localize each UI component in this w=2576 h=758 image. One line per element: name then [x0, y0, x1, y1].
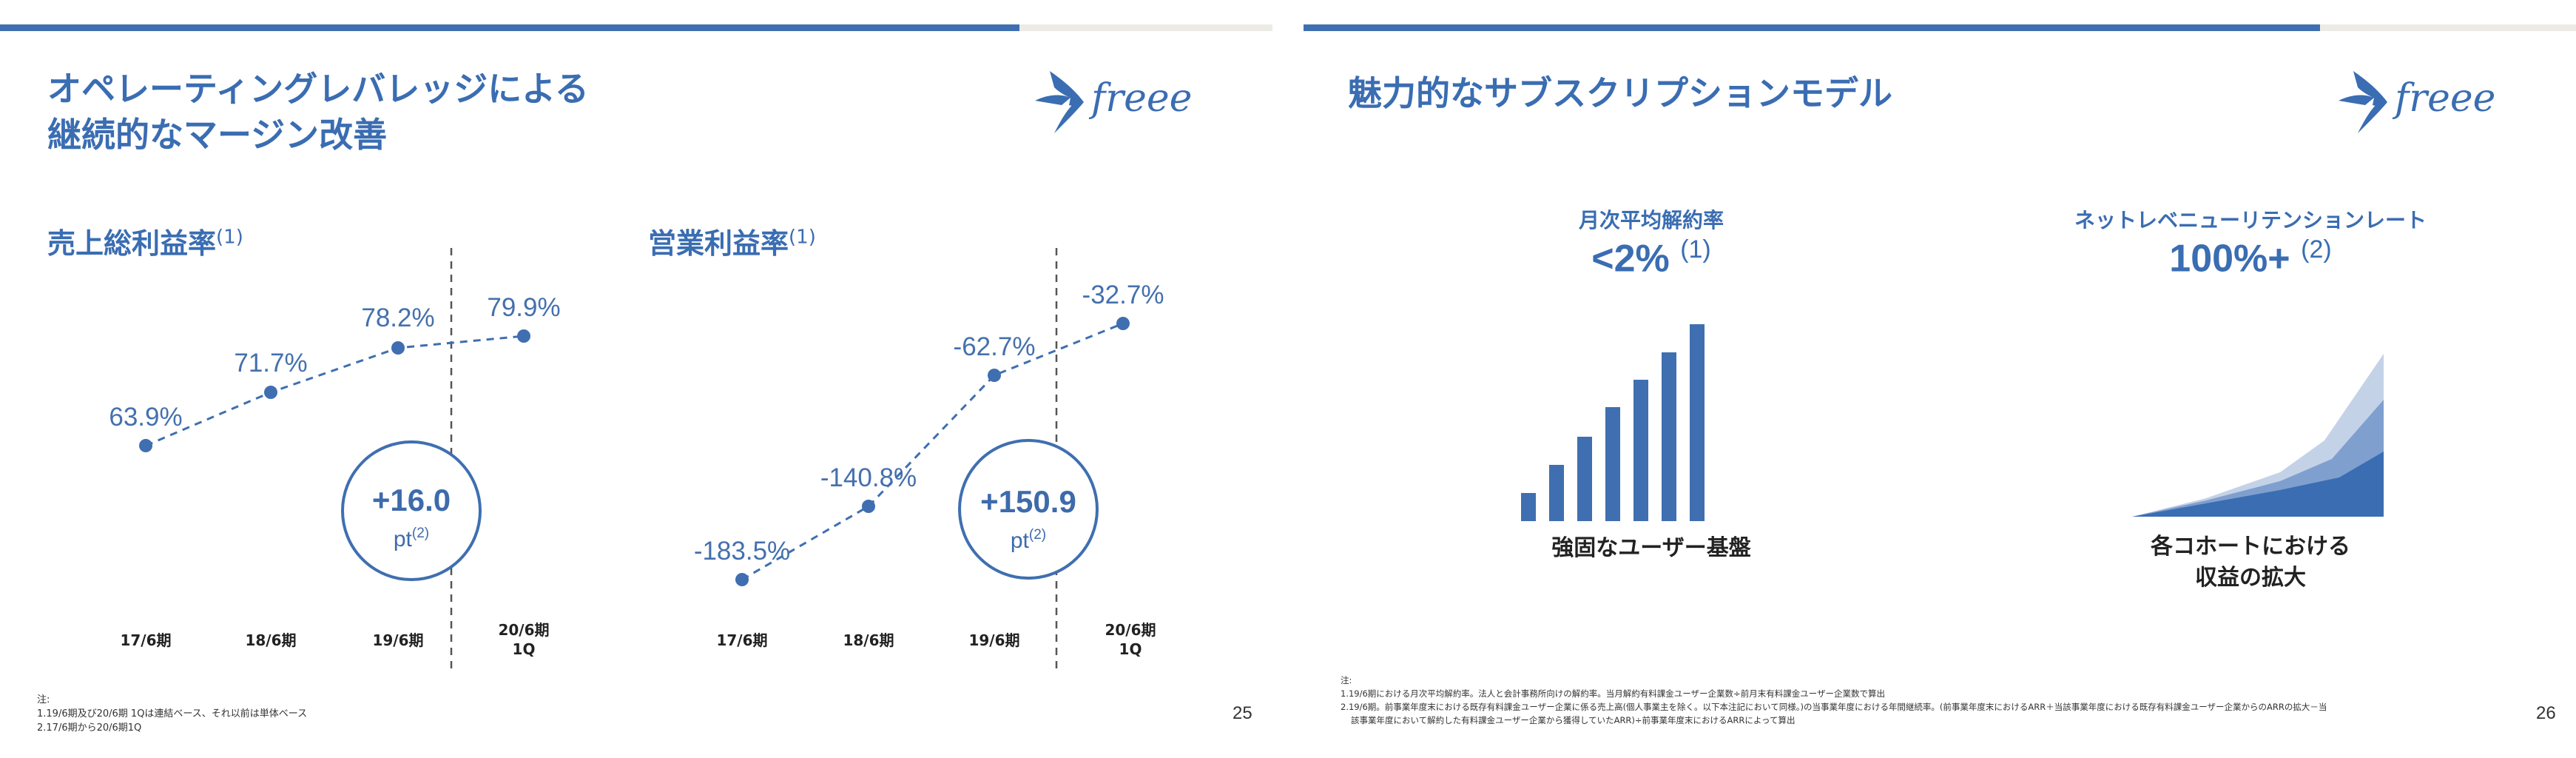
operating-value-17: -183.5%: [694, 537, 790, 566]
gross-margin-heading: 売上総利益率(1): [47, 221, 243, 261]
bar-7: [1690, 324, 1705, 521]
operating-margin-chart: -183.5% -140.8% -62.7% -32.7% +150.9 pt(…: [694, 248, 1164, 670]
bar-1: [1521, 493, 1536, 521]
churn-value: <2%: [1591, 237, 1670, 281]
nrr-value: 100%+: [2169, 237, 2290, 281]
top-progress-bar: [1304, 24, 2320, 31]
gross-xtick-19: 19/6期: [372, 631, 423, 649]
page-number: 25: [1233, 703, 1252, 723]
operating-delta-sup: (2): [1029, 527, 1046, 543]
gross-value-19: 78.2%: [361, 303, 434, 332]
top-progress-track: [2320, 24, 2576, 31]
operating-series-line: [741, 322, 1124, 581]
gross-point-19: [391, 341, 405, 355]
slide-25: オペレーティングレバレッジによる 継続的なマージン改善 freee 売上総利益率…: [0, 0, 1272, 758]
gross-delta-value: +16.0: [372, 483, 451, 517]
freee-logo-text: freee: [1088, 76, 1192, 121]
operating-point-17: [735, 573, 749, 586]
operating-xtick-17: 17/6期: [716, 631, 767, 649]
gross-margin-label: 売上総利益率: [47, 227, 217, 260]
footnote-2: 2.19/6期。前事業年度末における既存有料課金ユーザー企業に係る売上高(個人事…: [1341, 702, 2327, 712]
churn-value-block: <2% (1): [1466, 235, 1836, 281]
freee-logo: freee: [1035, 71, 1192, 133]
bar-4: [1605, 407, 1620, 521]
top-progress-track: [1019, 24, 1272, 31]
operating-delta-circle: [958, 439, 1099, 580]
footnotes-heading: 注:: [37, 694, 50, 705]
gross-xtick-18: 18/6期: [245, 631, 296, 649]
bar-3: [1577, 437, 1592, 521]
slide-title-line-1: オペレーティングレバレッジによる: [47, 69, 589, 109]
cohort-layer-1: [2132, 452, 2384, 517]
cohort-area-icon: [2132, 354, 2384, 517]
footnotes: 注: 1.19/6期における月次平均解約率。法人と会計事務所向けの解約率。当月解…: [1341, 674, 2327, 727]
gross-series-line: [145, 335, 525, 447]
top-progress-bar: [0, 24, 1019, 31]
gross-xtick-20-q: 1Q: [513, 640, 536, 658]
operating-margin-heading: 営業利益率(1): [648, 221, 816, 261]
churn-footnote-ref: (1): [1680, 235, 1711, 264]
gross-point-17: [139, 439, 152, 452]
operating-xtick-18: 18/6期: [843, 631, 894, 649]
gross-delta-circle: [341, 440, 482, 581]
page-number: 26: [2536, 703, 2556, 723]
gross-delta-sup: (2): [412, 526, 429, 541]
footnotes: 注: 1.19/6期及び20/6期 1Qは連結ベース、それ以前は単体ベース 2.…: [37, 693, 307, 735]
gross-point-20: [517, 329, 530, 343]
slide-26: 魅力的なサブスクリプションモデル freee 月次平均解約率 <2% (1) 強…: [1304, 0, 2576, 758]
nrr-label: ネットレベニューリテンションレート: [2074, 208, 2427, 232]
bar-5: [1633, 380, 1648, 521]
freee-logo-text: freee: [2392, 76, 2495, 121]
operating-xtick-20: 20/6期: [1105, 621, 1156, 639]
freee-logo: freee: [2339, 71, 2495, 133]
footnote-1: 1.19/6期における月次平均解約率。法人と会計事務所向けの解約率。当月解約有料…: [1341, 688, 1885, 699]
churn-label: 月次平均解約率: [1578, 208, 1724, 232]
slide-title-line-2: 継続的なマージン改善: [47, 115, 388, 155]
bar-6: [1662, 352, 1676, 521]
gross-margin-chart: 63.9% 71.7% 78.2% 79.9% +16.0 pt(2) 17/6…: [109, 248, 561, 670]
gross-value-17: 63.9%: [109, 403, 182, 432]
gross-delta-unit-group: pt(2): [394, 526, 429, 551]
slide-title: 魅力的なサブスクリプションモデル: [1348, 73, 1892, 113]
operating-margin-label: 営業利益率: [648, 227, 789, 260]
gross-point-18: [264, 386, 277, 399]
user-base-bar-icon: [1521, 324, 1705, 521]
nrr-caption-line-2: 収益の拡大: [2195, 565, 2306, 591]
operating-delta-unit-group: pt(2): [1011, 527, 1046, 553]
operating-value-20: -32.7%: [1082, 281, 1164, 309]
nrr-caption-line-1: 各コホートにおける: [2151, 534, 2350, 560]
operating-point-20: [1116, 317, 1130, 330]
nrr-caption: 各コホートにおける 収益の拡大: [2043, 531, 2458, 594]
gross-value-18: 71.7%: [234, 349, 307, 378]
footnotes-heading: 注:: [1341, 675, 1352, 685]
operating-value-19: -62.7%: [954, 332, 1036, 361]
bar-2: [1549, 465, 1564, 521]
operating-value-18: -140.8%: [820, 463, 917, 492]
gross-margin-footnote-ref: (1): [216, 226, 243, 249]
nrr-value-block: 100%+ (2): [2043, 235, 2458, 281]
churn-caption: 強固なユーザー基盤: [1551, 535, 1751, 561]
operating-delta-value: +150.9: [980, 484, 1076, 519]
operating-xtick-19: 19/6期: [968, 631, 1019, 649]
gross-value-20: 79.9%: [487, 293, 560, 322]
nrr-footnote-ref: (2): [2301, 235, 2332, 264]
operating-delta-unit: pt: [1011, 529, 1030, 553]
footnote-2: 2.17/6期から20/6期1Q: [37, 722, 142, 734]
gross-xtick-17: 17/6期: [120, 631, 171, 649]
operating-xtick-20-q: 1Q: [1119, 640, 1142, 658]
footnote-1: 1.19/6期及び20/6期 1Qは連結ベース、それ以前は単体ベース: [37, 708, 308, 720]
operating-margin-footnote-ref: (1): [789, 226, 816, 249]
gross-delta-unit: pt: [394, 527, 413, 551]
operating-point-18: [862, 500, 875, 513]
footnote-2-continued: 該事業年度において解約した有料課金ユーザー企業から獲得していたARR)÷前事業年…: [1351, 715, 1796, 725]
operating-point-19: [988, 369, 1001, 382]
gross-xtick-20: 20/6期: [498, 621, 549, 639]
